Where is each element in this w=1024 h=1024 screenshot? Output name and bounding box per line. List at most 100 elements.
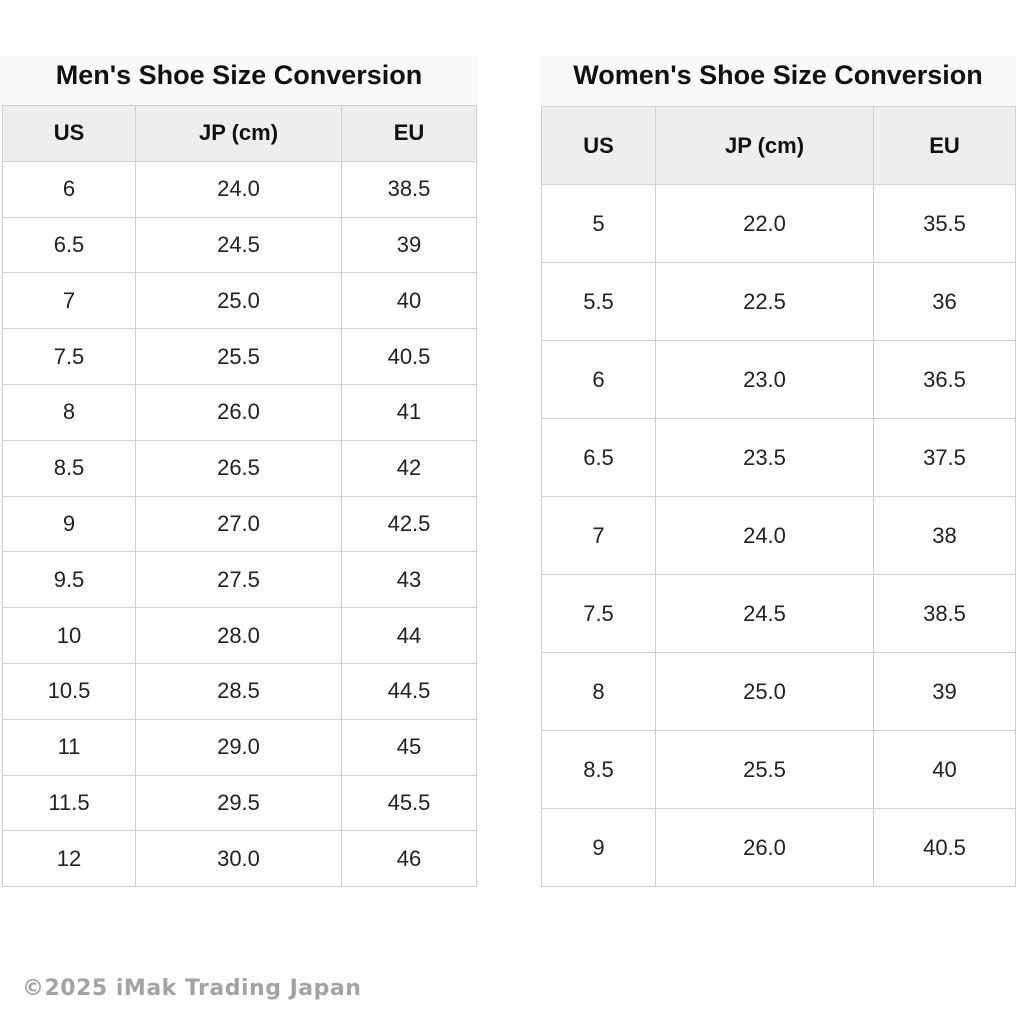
table-row: 8 25.0 39 — [541, 652, 1016, 731]
cell-jp: 22.5 — [655, 262, 874, 341]
header-eu: EU — [873, 106, 1016, 185]
table-row: 6 23.0 36.5 — [541, 340, 1016, 419]
table-row: 11.5 29.5 45.5 — [2, 774, 477, 832]
cell-us: 5.5 — [541, 262, 656, 341]
cell-us: 7.5 — [2, 328, 136, 385]
cell-jp: 25.5 — [135, 328, 342, 385]
table-header-row: US JP (cm) EU — [541, 106, 1016, 185]
cell-jp: 23.5 — [655, 418, 874, 497]
cell-us: 8.5 — [2, 439, 136, 497]
cell-jp: 26.0 — [135, 383, 342, 441]
header-eu: EU — [341, 105, 477, 162]
table-row: 8.5 26.5 42 — [2, 439, 477, 497]
cell-jp: 25.0 — [655, 652, 874, 731]
cell-eu: 41 — [341, 383, 477, 441]
copyright-footer: ©2025 iMak Trading Japan — [22, 976, 362, 1001]
cell-jp: 29.5 — [135, 774, 342, 832]
cell-jp: 25.0 — [135, 272, 342, 330]
cell-us: 8 — [2, 383, 136, 441]
cell-us: 11.5 — [2, 774, 136, 832]
cell-eu: 36.5 — [873, 340, 1016, 419]
men-size-table: US JP (cm) EU 6 24.0 38.5 6.5 24.5 39 7 25.0 40 7… — [2, 105, 477, 888]
men-size-panel: Men's Shoe Size Conversion US JP (cm) EU… — [0, 55, 478, 888]
table-row: 11 29.0 45 — [2, 718, 477, 776]
cell-eu: 40 — [341, 272, 477, 330]
cell-jp: 25.5 — [655, 730, 874, 809]
table-row: 5.5 22.5 36 — [541, 262, 1016, 341]
cell-us: 10.5 — [2, 662, 136, 720]
cell-eu: 40.5 — [873, 808, 1016, 887]
cell-us: 9 — [541, 808, 656, 887]
cell-us: 6 — [2, 160, 136, 218]
men-table-title: Men's Shoe Size Conversion — [55, 60, 423, 90]
cell-us: 7 — [541, 496, 656, 575]
cell-eu: 38.5 — [341, 160, 477, 218]
cell-jp: 24.5 — [135, 216, 342, 274]
header-jp: JP (cm) — [135, 105, 342, 162]
table-row: 10 28.0 44 — [2, 607, 477, 664]
women-size-panel: Women's Shoe Size Conversion US JP (cm) … — [540, 55, 1016, 887]
cell-jp: 26.0 — [655, 808, 874, 887]
table-row: 7 24.0 38 — [541, 496, 1016, 575]
cell-jp: 28.0 — [135, 607, 342, 664]
cell-jp: 22.0 — [655, 184, 874, 263]
table-row: 9.5 27.5 43 — [2, 551, 477, 609]
cell-eu: 46 — [341, 830, 477, 888]
cell-eu: 44 — [341, 607, 477, 664]
women-size-table: US JP (cm) EU 5 22.0 35.5 5.5 22.5 36 6 23.0 36.… — [541, 106, 1016, 887]
cell-us: 7.5 — [541, 574, 656, 653]
cell-jp: 24.5 — [655, 574, 874, 653]
cell-eu: 44.5 — [341, 662, 477, 720]
cell-jp: 26.5 — [135, 439, 342, 497]
cell-jp: 28.5 — [135, 662, 342, 720]
cell-eu: 40 — [873, 730, 1016, 809]
cell-jp: 27.5 — [135, 551, 342, 609]
header-jp: JP (cm) — [655, 106, 874, 185]
cell-eu: 38.5 — [873, 574, 1016, 653]
table-row: 7.5 24.5 38.5 — [541, 574, 1016, 653]
cell-jp: 27.0 — [135, 495, 342, 553]
cell-jp: 30.0 — [135, 830, 342, 888]
cell-eu: 45.5 — [341, 774, 477, 832]
table-row: 12 30.0 46 — [2, 830, 477, 888]
cell-eu: 38 — [873, 496, 1016, 575]
cell-eu: 42 — [341, 439, 477, 497]
cell-us: 12 — [2, 830, 136, 888]
cell-jp: 24.0 — [655, 496, 874, 575]
table-header-row: US JP (cm) EU — [2, 105, 477, 162]
cell-eu: 43 — [341, 551, 477, 609]
cell-us: 11 — [2, 718, 136, 776]
table-row: 9 26.0 40.5 — [541, 808, 1016, 887]
cell-eu: 39 — [341, 216, 477, 274]
table-row: 9 27.0 42.5 — [2, 495, 477, 553]
cell-us: 6 — [541, 340, 656, 419]
cell-eu: 42.5 — [341, 495, 477, 553]
header-us: US — [2, 105, 136, 162]
table-row: 6.5 23.5 37.5 — [541, 418, 1016, 497]
cell-eu: 45 — [341, 718, 477, 776]
cell-us: 6.5 — [2, 216, 136, 274]
women-table-title: Women's Shoe Size Conversion — [573, 60, 983, 90]
cell-us: 9.5 — [2, 551, 136, 609]
cell-us: 8.5 — [541, 730, 656, 809]
table-row: 10.5 28.5 44.5 — [2, 662, 477, 720]
cell-us: 6.5 — [541, 418, 656, 497]
table-row: 6.5 24.5 39 — [2, 216, 477, 274]
cell-jp: 23.0 — [655, 340, 874, 419]
cell-us: 8 — [541, 652, 656, 731]
table-row: 8.5 25.5 40 — [541, 730, 1016, 809]
cell-eu: 39 — [873, 652, 1016, 731]
table-row: 8 26.0 41 — [2, 383, 477, 441]
cell-eu: 36 — [873, 262, 1016, 341]
cell-jp: 24.0 — [135, 160, 342, 218]
cell-us: 9 — [2, 495, 136, 553]
cell-us: 7 — [2, 272, 136, 330]
cell-eu: 37.5 — [873, 418, 1016, 497]
table-row: 7.5 25.5 40.5 — [2, 328, 477, 385]
cell-us: 10 — [2, 607, 136, 664]
table-row: 5 22.0 35.5 — [541, 184, 1016, 263]
table-row: 6 24.0 38.5 — [2, 160, 477, 218]
table-row: 7 25.0 40 — [2, 272, 477, 330]
header-us: US — [541, 106, 656, 185]
cell-eu: 35.5 — [873, 184, 1016, 263]
